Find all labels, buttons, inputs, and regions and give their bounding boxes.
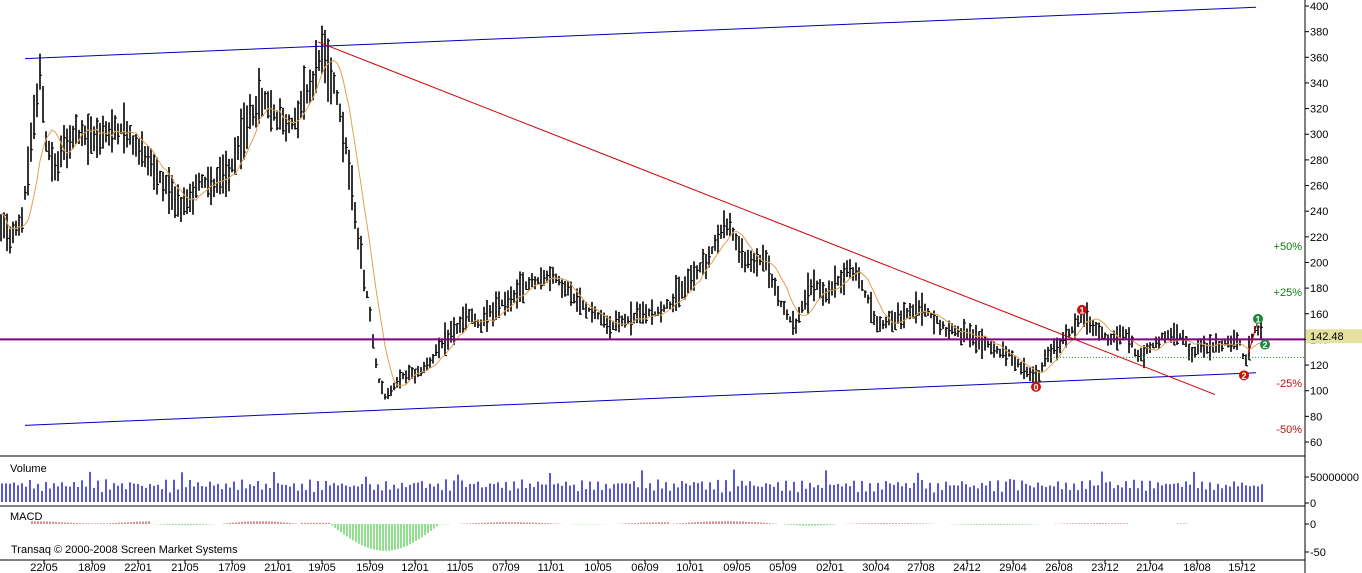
x-tick-label: 21/01 [264,562,292,573]
wave-marker: 2 [1260,339,1270,350]
y-tick-label: 300 [1310,129,1328,141]
volume-pane [1,469,1263,502]
x-tick-label: 07/09 [492,562,520,573]
wave-marker-label: 2 [1262,340,1267,350]
wave-marker: 0 [1031,381,1041,392]
y-tick-label: 100 [1310,386,1328,398]
copyright-text: Transaq © 2000-2008 Screen Market System… [11,544,238,556]
price-pane: 0 1 2 1 2 +50% +25% -25% -50% [0,6,1305,436]
y-axis: 400 380 360 340 320 300 280 260 240 220 200 180 160 1… [1305,1,1362,559]
x-tick-label: 12/01 [401,562,429,573]
chart-frame [0,0,1306,573]
macd-tick-label: 0 [1310,519,1316,531]
y-tick-label: 200 [1310,257,1328,269]
current-price-label: 142.48 [1310,331,1344,343]
x-tick-label: 19/05 [308,562,336,573]
x-tick-label: 21/05 [171,562,199,573]
wave-marker-dot [1031,381,1041,392]
x-tick-label: 21/04 [1136,562,1164,573]
macd-label: MACD [10,511,42,523]
trendline [1247,320,1259,355]
y-tick-label: 380 [1310,27,1328,39]
x-tick-label: 02/01 [816,562,844,573]
y-tick-label: 120 [1310,360,1328,372]
macd-tick-label: -50 [1310,547,1326,559]
x-tick-label: 26/08 [1045,562,1073,573]
trendline [317,41,1216,396]
y-tick-label: 400 [1310,1,1328,13]
trendline [24,6,1257,60]
x-tick-label: 10/05 [584,562,612,573]
x-tick-label: 10/01 [676,562,704,573]
x-tick-label: 17/09 [218,562,246,573]
percent-level-label: +25% [1274,287,1303,299]
y-tick-label: 60 [1310,437,1322,449]
x-tick-label: 06/09 [631,562,659,573]
y-tick-label: 240 [1310,206,1328,218]
wave-marker-label: 1 [1255,314,1260,324]
wave-marker-dot [1077,304,1087,315]
percent-level-label: +50% [1274,241,1303,253]
x-tick-label: 05/09 [769,562,797,573]
wave-marker: 1 [1077,304,1087,315]
x-tick-label: 27/08 [907,562,935,573]
y-tick-label: 360 [1310,52,1328,64]
x-axis: 22/05 18/09 22/01 21/05 17/09 21/01 19/05 15/09… [30,560,1256,573]
y-tick-label: 160 [1310,309,1328,321]
x-tick-label: 15/09 [356,562,384,573]
x-tick-label: 09/05 [723,562,751,573]
y-tick-label: 280 [1310,155,1328,167]
y-tick-label: 220 [1310,232,1328,244]
x-tick-label: 23/12 [1091,562,1119,573]
macd-pane [31,521,1188,551]
percent-level-label: -50% [1276,424,1302,436]
volume-tick-label: 0 [1310,498,1316,510]
moving-average-line [0,60,1262,387]
x-tick-label: 29/04 [999,562,1027,573]
wave-marker-label: 2 [1241,371,1246,381]
y-tick-label: 260 [1310,181,1328,193]
y-tick-label: 320 [1310,104,1328,116]
x-tick-label: 24/12 [953,562,981,573]
y-tick-label: 340 [1310,78,1328,90]
y-tick-label: 180 [1310,283,1328,295]
trendline [24,372,1257,426]
volume-label: Volume [10,463,47,475]
volume-tick-label: 50000000 [1310,472,1359,484]
x-tick-label: 22/05 [30,562,58,573]
wave-marker: 2 [1239,370,1249,381]
x-tick-label: 18/09 [78,562,106,573]
wave-marker-dot [1239,370,1249,381]
x-tick-label: 11/01 [538,562,565,573]
x-tick-label: 18/08 [1183,562,1211,573]
x-tick-label: 15/12 [1228,562,1256,573]
wave-marker-label: 0 [1033,382,1038,392]
percent-level-label: -25% [1276,378,1302,390]
x-tick-label: 11/05 [447,562,474,573]
wave-marker-dot [1253,313,1263,324]
x-tick-label: 22/01 [124,562,152,573]
current-price-box [1306,329,1362,344]
x-tick-label: 30/04 [862,562,890,573]
wave-marker-label: 1 [1079,305,1084,315]
wave-marker: 1 [1253,313,1263,324]
y-tick-label: 80 [1310,411,1322,423]
wave-marker-dot [1260,339,1270,350]
